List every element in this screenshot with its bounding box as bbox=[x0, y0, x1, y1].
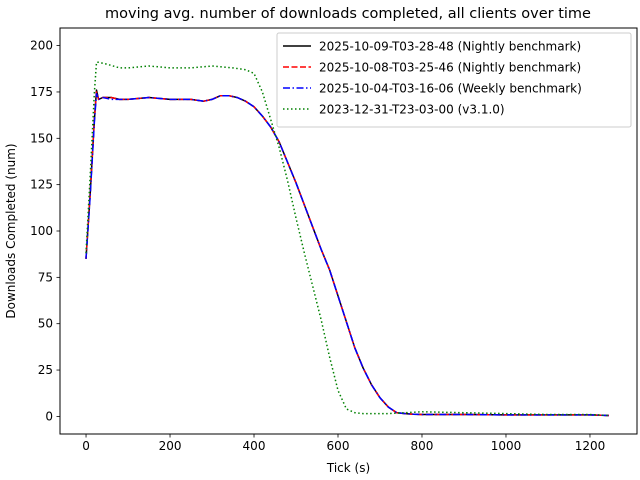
series-line-1 bbox=[85, 89, 609, 417]
x-tick-label: 1200 bbox=[575, 439, 606, 453]
y-axis: 0 25 50 75 100 125 150 175 200 bbox=[30, 39, 60, 423]
y-tick-label: 50 bbox=[38, 317, 53, 331]
x-tick-label: 400 bbox=[243, 439, 266, 453]
y-tick-label: 200 bbox=[30, 39, 53, 53]
x-tick-label: 600 bbox=[327, 439, 350, 453]
x-tick-label: 800 bbox=[411, 439, 434, 453]
y-tick-label: 125 bbox=[30, 178, 53, 192]
y-tick-label: 0 bbox=[45, 409, 53, 423]
legend-entry: 2025-10-04-T03-16-06 (Weekly benchmark) bbox=[319, 82, 582, 96]
series-line-2 bbox=[85, 91, 609, 417]
series-layer bbox=[85, 61, 609, 417]
y-tick-label: 75 bbox=[38, 270, 53, 284]
legend-box bbox=[276, 32, 632, 128]
series-line-4 bbox=[85, 61, 609, 417]
y-tick-label: 150 bbox=[30, 131, 53, 145]
legend-entry: 2023-12-31-T23-03-00 (v3.1.0) bbox=[319, 103, 505, 117]
x-tick-label: 1000 bbox=[491, 439, 522, 453]
x-tick-label: 200 bbox=[159, 439, 182, 453]
y-axis-label: Downloads Completed (num) bbox=[4, 143, 18, 318]
legend: 2025-10-09-T03-28-48 (Nightly benchmark)… bbox=[276, 32, 632, 128]
x-axis-label: Tick (s) bbox=[326, 461, 370, 475]
y-tick-label: 25 bbox=[38, 363, 53, 377]
x-axis: 0 200 400 600 800 1000 1200 bbox=[82, 434, 605, 453]
y-tick-label: 175 bbox=[30, 85, 53, 99]
chart-title: moving avg. number of downloads complete… bbox=[105, 6, 591, 22]
legend-entry: 2025-10-09-T03-28-48 (Nightly benchmark) bbox=[319, 40, 581, 54]
series-line-3 bbox=[85, 93, 609, 417]
y-tick-label: 100 bbox=[30, 224, 53, 238]
legend-entry: 2025-10-08-T03-25-46 (Nightly benchmark) bbox=[319, 61, 581, 75]
x-tick-label: 0 bbox=[82, 439, 90, 453]
